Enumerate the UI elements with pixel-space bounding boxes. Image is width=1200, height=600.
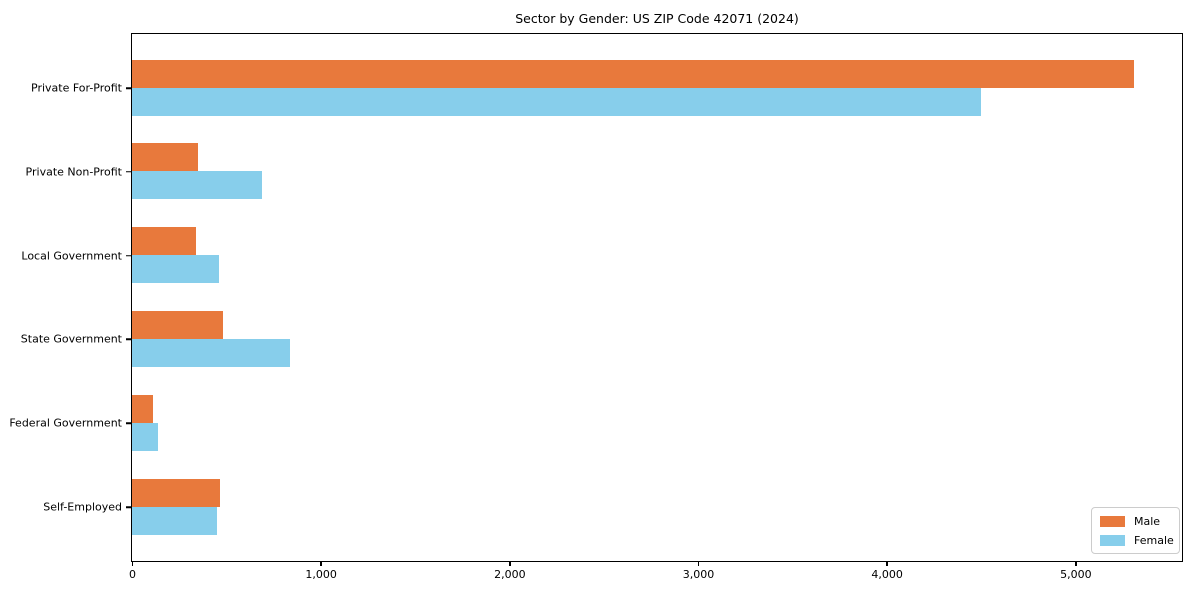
ytick-mark-private-for-profit [126,87,131,89]
xtick-mark-1000 [320,561,322,566]
legend-label-male: Male [1134,515,1161,528]
legend-swatch-male [1100,516,1125,527]
plot-area [131,33,1183,562]
chart-title: Sector by Gender: US ZIP Code 42071 (202… [515,11,799,26]
xtick-label-2000: 2,000 [494,568,526,581]
xtick-mark-0 [131,561,134,566]
ytick-mark-state-government [126,338,131,341]
xtick-mark-5000 [1075,561,1077,566]
bar-male-private-non-profit [132,143,199,172]
ytick-mark-self-employed [126,506,131,508]
ytick-label-local-government: Local Government [21,249,122,263]
ytick-mark-federal-government [126,422,131,424]
legend-entry-female: Female [1100,533,1174,548]
bar-female-federal-government [132,422,159,451]
xtick-label-3000: 3,000 [682,568,715,581]
bar-male-private-for-profit [132,59,1134,88]
bar-female-local-government [132,255,219,284]
ytick-label-private-non-profit: Private Non-Profit [25,165,122,179]
bar-female-private-non-profit [132,171,263,200]
xtick-mark-3000 [697,561,700,566]
legend-swatch-female [1100,535,1125,546]
xtick-label-5000: 5,000 [1060,568,1092,581]
xtick-label-4000: 4,000 [871,568,903,581]
legend-label-female: Female [1134,534,1174,547]
bar-female-state-government [132,338,290,367]
ytick-label-self-employed: Self-Employed [43,500,122,514]
xtick-mark-4000 [886,561,888,566]
ytick-label-federal-government: Federal Government [9,416,122,430]
ytick-label-private-for-profit: Private For-Profit [31,81,122,95]
bar-female-self-employed [132,506,217,535]
bar-female-private-for-profit [132,87,981,116]
legend: Male Female [1091,507,1180,554]
bar-male-state-government [132,310,223,339]
ytick-mark-local-government [126,254,131,257]
bar-male-self-employed [132,478,220,507]
bar-male-local-government [132,227,197,256]
ytick-label-state-government: State Government [20,332,122,346]
bar-male-federal-government [132,394,153,423]
xtick-label-1000: 1,000 [305,568,337,581]
xtick-label-0: 0 [129,568,136,581]
legend-entry-male: Male [1100,514,1172,529]
xtick-mark-2000 [509,561,511,566]
ytick-mark-private-non-profit [126,171,131,173]
